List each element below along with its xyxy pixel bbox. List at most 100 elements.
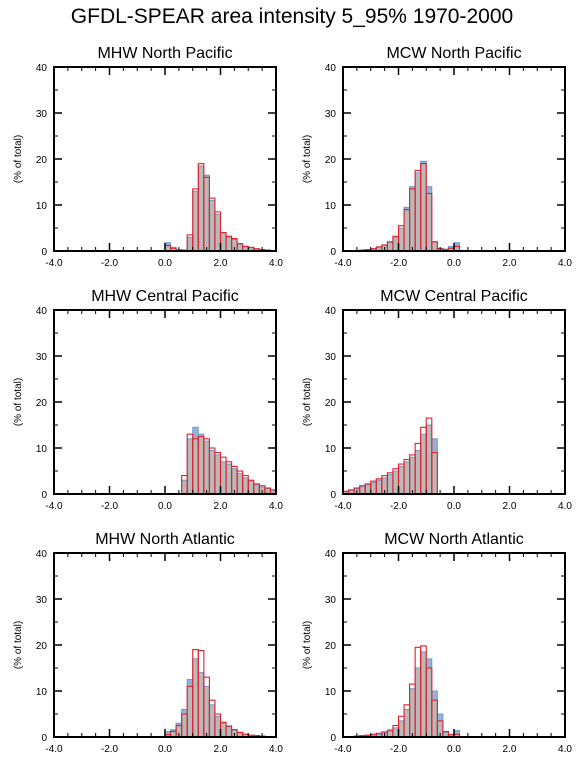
y-tick-label: 40 [325,549,337,560]
x-tick-label: 4.0 [269,501,283,512]
hist-bar-gray [231,239,238,251]
hist-bar-gray [387,474,393,494]
hist-bar-gray [409,457,416,494]
hist-bar-gray [187,679,193,737]
hist-bar-gray [226,237,232,251]
x-tick-label: 2.0 [214,744,228,755]
hist-bar-diff [420,161,427,164]
hist-bar-gray [415,450,421,494]
y-tick-label: 30 [325,595,337,606]
y-tick-label: 10 [325,201,337,212]
x-tick-label: 2.0 [503,744,517,755]
x-tick-label: 0.0 [158,501,172,512]
hist-bar-gray [370,248,377,251]
hist-bar-gray [242,246,249,251]
y-tick-label: 40 [36,306,48,317]
hist-bar-gray [409,688,416,737]
hist-bar-diff [437,714,443,721]
y-tick-label: 40 [36,549,48,560]
x-tick-label: 2.0 [214,501,228,512]
hist-bar-diff [454,730,460,735]
hist-bar-gray [220,232,227,251]
hist-bar-gray [376,480,382,494]
y-tick-label: 0 [330,490,336,501]
x-tick-label: -2.0 [101,501,119,512]
y-tick-label: 0 [41,733,47,744]
panel-title: MCW North Pacific [386,45,521,62]
hist-bar-gray [387,731,393,737]
x-tick-label: 2.0 [503,501,517,512]
y-tick-label: 10 [36,444,48,455]
x-tick-label: 4.0 [558,744,572,755]
hist-bar-gray [392,237,399,251]
y-axis-label: (% of total) [13,378,24,426]
hist-bar-gray [348,490,355,494]
hist-bar-gray [192,427,199,494]
x-tick-label: -2.0 [101,258,119,269]
y-tick-label: 20 [325,155,337,166]
hist-bar-gray [203,441,210,494]
hist-bar-gray [214,716,221,737]
hist-bar-gray [398,466,405,494]
x-tick-label: -4.0 [45,501,63,512]
hist-bar-diff [203,175,210,178]
y-axis-label: (% of total) [302,621,313,669]
plot-frame [342,552,566,738]
x-tick-label: -2.0 [390,744,408,755]
x-tick-label: -2.0 [390,258,408,269]
y-tick-label: 40 [36,63,48,74]
hist-bar-diff [170,729,177,732]
hist-bar-gray [198,672,204,737]
y-tick-label: 40 [325,63,337,74]
hist-bar-gray [376,247,382,251]
hist-bar-gray [209,450,215,494]
x-tick-label: 2.0 [214,258,228,269]
hist-bar-gray [226,464,232,494]
y-tick-label: 30 [36,352,48,363]
hist-bar-gray [431,691,438,737]
hist-bar-gray [220,723,227,737]
hist-bar-gray [392,471,399,494]
x-tick-label: -4.0 [334,501,352,512]
y-tick-label: 10 [325,444,337,455]
hist-bar-gray [365,484,371,494]
hist-bar-gray [187,237,193,251]
hist-bar-gray [231,468,238,494]
chart-panel: MCW Central Pacific (% of total) -4.0 -2.0 0… [302,288,572,512]
y-tick-label: 30 [36,595,48,606]
y-tick-label: 20 [325,641,337,652]
hist-bar-gray [165,242,171,251]
x-tick-label: -4.0 [45,258,63,269]
x-tick-label: -4.0 [45,744,63,755]
panel-title: MCW North Atlantic [384,531,524,548]
hist-bar-gray [404,709,410,737]
hist-bar-gray [192,658,199,737]
plot-frame [53,552,277,738]
hist-bar-gray [170,247,177,251]
hist-bar-diff [176,723,182,726]
x-tick-label: -4.0 [334,744,352,755]
hist-bar-gray [415,172,421,251]
hist-bar-gray [431,438,438,494]
hist-bar-gray [426,658,432,737]
hist-bar-gray [242,734,249,737]
hist-bar-gray [376,734,382,737]
hist-bar-gray [181,480,188,494]
chart-panel: MHW North Pacific (% of total) -4.0 -2.0 0.0… [13,45,283,269]
hist-bar-gray [214,454,221,494]
hist-bar-gray [248,247,254,251]
hist-bar-gray [198,165,204,251]
hist-bar-gray [343,491,349,494]
hist-bar-diff [192,427,199,439]
figure-title: GFDL-SPEAR area intensity 5_95% 1970-200… [70,5,514,28]
hist-bar-diff [448,246,454,249]
hist-bar-diff [404,207,410,210]
x-tick-label: 4.0 [269,258,283,269]
hist-bar-gray [220,461,227,494]
x-tick-label: -2.0 [101,744,119,755]
hist-bar-gray [192,191,199,251]
x-tick-label: 4.0 [558,501,572,512]
hist-bar-gray [370,482,377,494]
hist-bar-gray [214,214,221,251]
hist-bar-gray [415,668,421,737]
